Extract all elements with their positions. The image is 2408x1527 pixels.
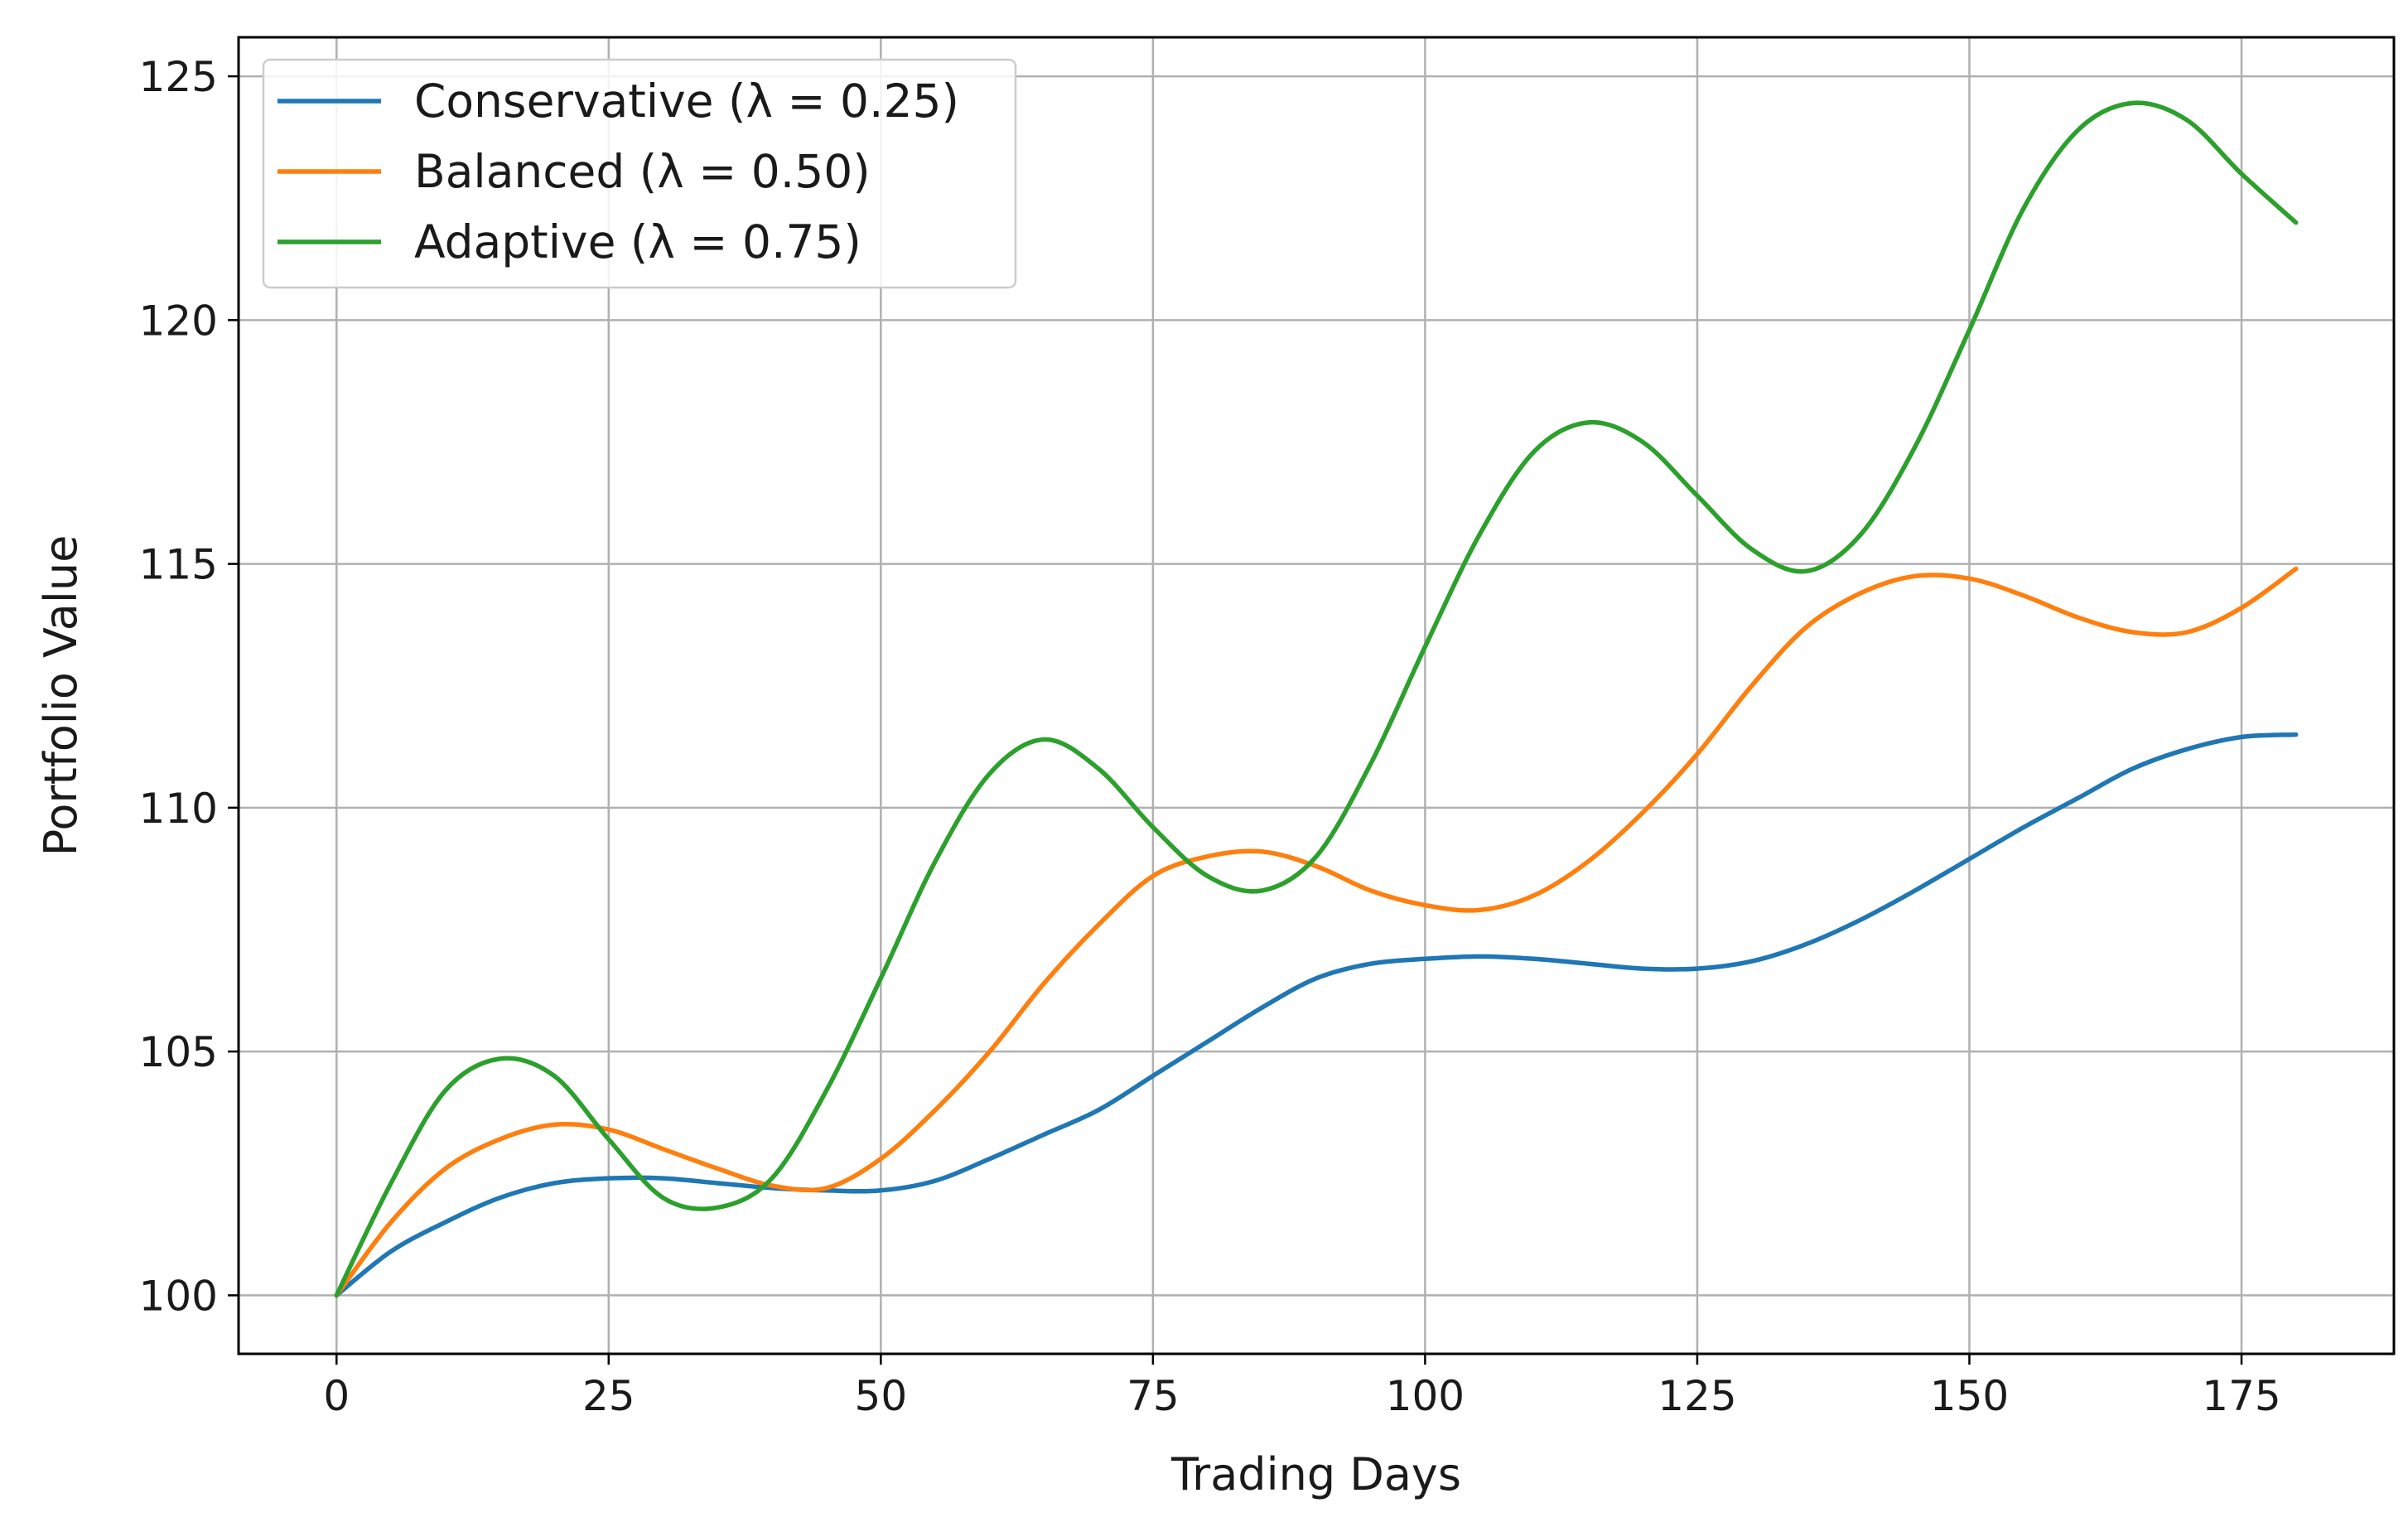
y-tick-label: 105	[139, 1028, 218, 1076]
x-tick-label: 150	[1930, 1372, 2009, 1420]
series-line-conservative	[334, 732, 2299, 1298]
x-tick-label: 50	[855, 1372, 908, 1420]
x-tick-label: 175	[2202, 1372, 2280, 1420]
x-tick-label: 100	[1386, 1372, 1465, 1420]
x-axis-label: Trading Days	[1170, 1448, 1461, 1500]
legend-box	[262, 58, 1017, 289]
x-tick-label: 0	[323, 1372, 350, 1420]
plot-frame	[237, 36, 2396, 1355]
legend-label-adaptive: Adaptive (λ = 0.75)	[414, 215, 861, 268]
y-tick-label: 100	[139, 1272, 218, 1320]
legend: Conservative (λ = 0.25) Balanced (λ = 0.…	[262, 58, 1017, 289]
y-axis-label: Portfolio Value	[35, 535, 87, 857]
x-tick-label: 25	[582, 1372, 635, 1420]
axis-ticks: 0 25 50 75 100 125 150 175 100 105 110 115 120 125	[139, 53, 2281, 1420]
y-tick-label: 110	[139, 785, 218, 833]
series-lines	[334, 100, 2299, 1298]
x-tick-label: 75	[1127, 1372, 1180, 1420]
series-line-balanced	[334, 566, 2299, 1298]
legend-label-conservative: Conservative (λ = 0.25)	[414, 75, 959, 128]
y-tick-label: 125	[139, 53, 218, 101]
y-tick-label: 120	[139, 297, 218, 345]
y-tick-label: 115	[139, 541, 218, 589]
legend-label-balanced: Balanced (λ = 0.50)	[414, 145, 871, 198]
series-line-adaptive	[334, 100, 2299, 1298]
x-tick-label: 125	[1658, 1372, 1736, 1420]
